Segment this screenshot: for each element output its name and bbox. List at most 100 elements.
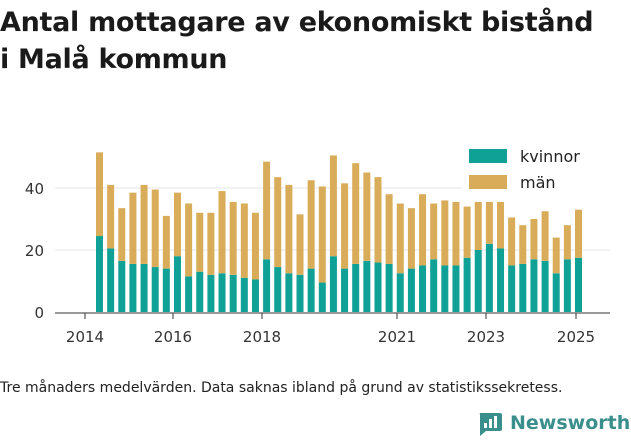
bar-man (285, 184, 293, 274)
bar-kvinnor (341, 268, 349, 312)
bar-man (207, 212, 215, 275)
bars (96, 152, 582, 312)
bar-kvinnor (563, 259, 571, 312)
x-tick-label: 2018 (243, 328, 281, 346)
bar-man (352, 163, 360, 264)
legend-label: män (520, 173, 556, 192)
bar-kvinnor (419, 265, 427, 312)
y-tick-label: 20 (25, 242, 44, 260)
bar-kvinnor (240, 277, 248, 312)
x-tick-label: 2016 (154, 328, 192, 346)
brand-name: Newsworthy (510, 412, 631, 434)
bar-kvinnor (541, 260, 549, 312)
bar-man (329, 155, 337, 257)
bar-man (107, 184, 115, 249)
bar-man (218, 191, 226, 274)
bar-kvinnor (530, 259, 538, 312)
bar-man (474, 201, 482, 250)
bar-kvinnor (173, 256, 181, 312)
bar-man (251, 212, 259, 280)
bar-man (385, 194, 393, 264)
bar-man (263, 161, 271, 260)
bar-man (318, 186, 326, 283)
bar-man (274, 177, 282, 268)
legend-swatch (469, 175, 507, 189)
bar-man (307, 180, 315, 269)
x-tick-label: 2025 (557, 328, 595, 346)
x-tick-label: 2023 (467, 328, 505, 346)
chart-title: Antal mottagare av ekonomiskt bistånd i … (0, 4, 631, 78)
bar-man (374, 177, 382, 263)
bar-kvinnor (508, 265, 516, 312)
bar-kvinnor (151, 267, 159, 312)
bar-kvinnor (318, 282, 326, 312)
bar-man (563, 225, 571, 260)
bar-kvinnor (196, 271, 204, 312)
bar-man (118, 208, 126, 261)
bar-man (419, 194, 427, 266)
bar-kvinnor (519, 263, 527, 312)
axes: 0 20 40 2014 2016 2018 2021 2023 2025 (25, 180, 610, 346)
bar-kvinnor (363, 260, 371, 312)
bar-kvinnor (452, 265, 460, 312)
bar-man (296, 214, 304, 275)
legend: kvinnor män (462, 144, 612, 194)
bar-man (396, 203, 404, 274)
bar-man (463, 206, 471, 258)
bar-kvinnor (229, 274, 237, 312)
bar-man (552, 237, 560, 274)
bar-kvinnor (185, 276, 193, 312)
bar-kvinnor (474, 250, 482, 312)
bar-kvinnor (430, 259, 438, 312)
bar-kvinnor (352, 263, 360, 312)
bar-man (196, 212, 204, 272)
bar-kvinnor (374, 262, 382, 312)
bar-kvinnor (497, 248, 505, 312)
bar-kvinnor (207, 274, 215, 312)
bar-kvinnor (96, 236, 103, 312)
bar-man (530, 219, 538, 260)
bar-man (240, 203, 248, 278)
bar-man (575, 209, 582, 258)
x-tick-label: 2021 (378, 328, 416, 346)
newsworthy-logo-icon (479, 413, 502, 436)
bar-kvinnor (552, 273, 560, 312)
bar-kvinnor (162, 268, 170, 312)
chart-title-line-1: Antal mottagare av ekonomiskt bistånd (0, 7, 594, 38)
bar-man (151, 189, 159, 268)
chart-title-line-2: i Malå kommun (0, 44, 228, 75)
bar-kvinnor (285, 273, 293, 312)
y-tick-label: 0 (34, 304, 44, 322)
bar-kvinnor (129, 263, 137, 312)
chart-caption: Tre månaders medelvärden. Data saknas ib… (0, 380, 563, 396)
bar-kvinnor (463, 257, 471, 312)
bar-man (129, 192, 137, 264)
bar-kvinnor (251, 279, 259, 312)
bar-kvinnor (274, 267, 282, 312)
bar-kvinnor (575, 257, 582, 312)
bar-man (173, 192, 181, 257)
bar-kvinnor (396, 273, 404, 312)
bar-kvinnor (296, 274, 304, 312)
bar-kvinnor (140, 263, 148, 312)
bar-man (185, 203, 193, 277)
bar-kvinnor (485, 243, 493, 312)
bar-man (363, 172, 371, 261)
y-tick-label: 40 (25, 180, 44, 198)
bar-man (162, 215, 170, 269)
bar-man (485, 201, 493, 244)
stacked-bar-chart: 0 20 40 2014 2016 2018 2021 2023 2025 kvinnor män (24, 144, 612, 346)
bar-kvinnor (441, 265, 449, 312)
bar-man (430, 203, 438, 260)
bar-man (519, 225, 527, 264)
bar-kvinnor (307, 268, 315, 312)
bar-man (541, 211, 549, 261)
bar-kvinnor (407, 268, 415, 312)
bar-man (96, 152, 103, 237)
bar-kvinnor (107, 248, 115, 312)
bar-man (441, 200, 449, 266)
brand: Newsworthy (476, 406, 631, 440)
bar-man (140, 184, 148, 264)
bar-kvinnor (218, 273, 226, 312)
legend-swatch (469, 149, 507, 163)
